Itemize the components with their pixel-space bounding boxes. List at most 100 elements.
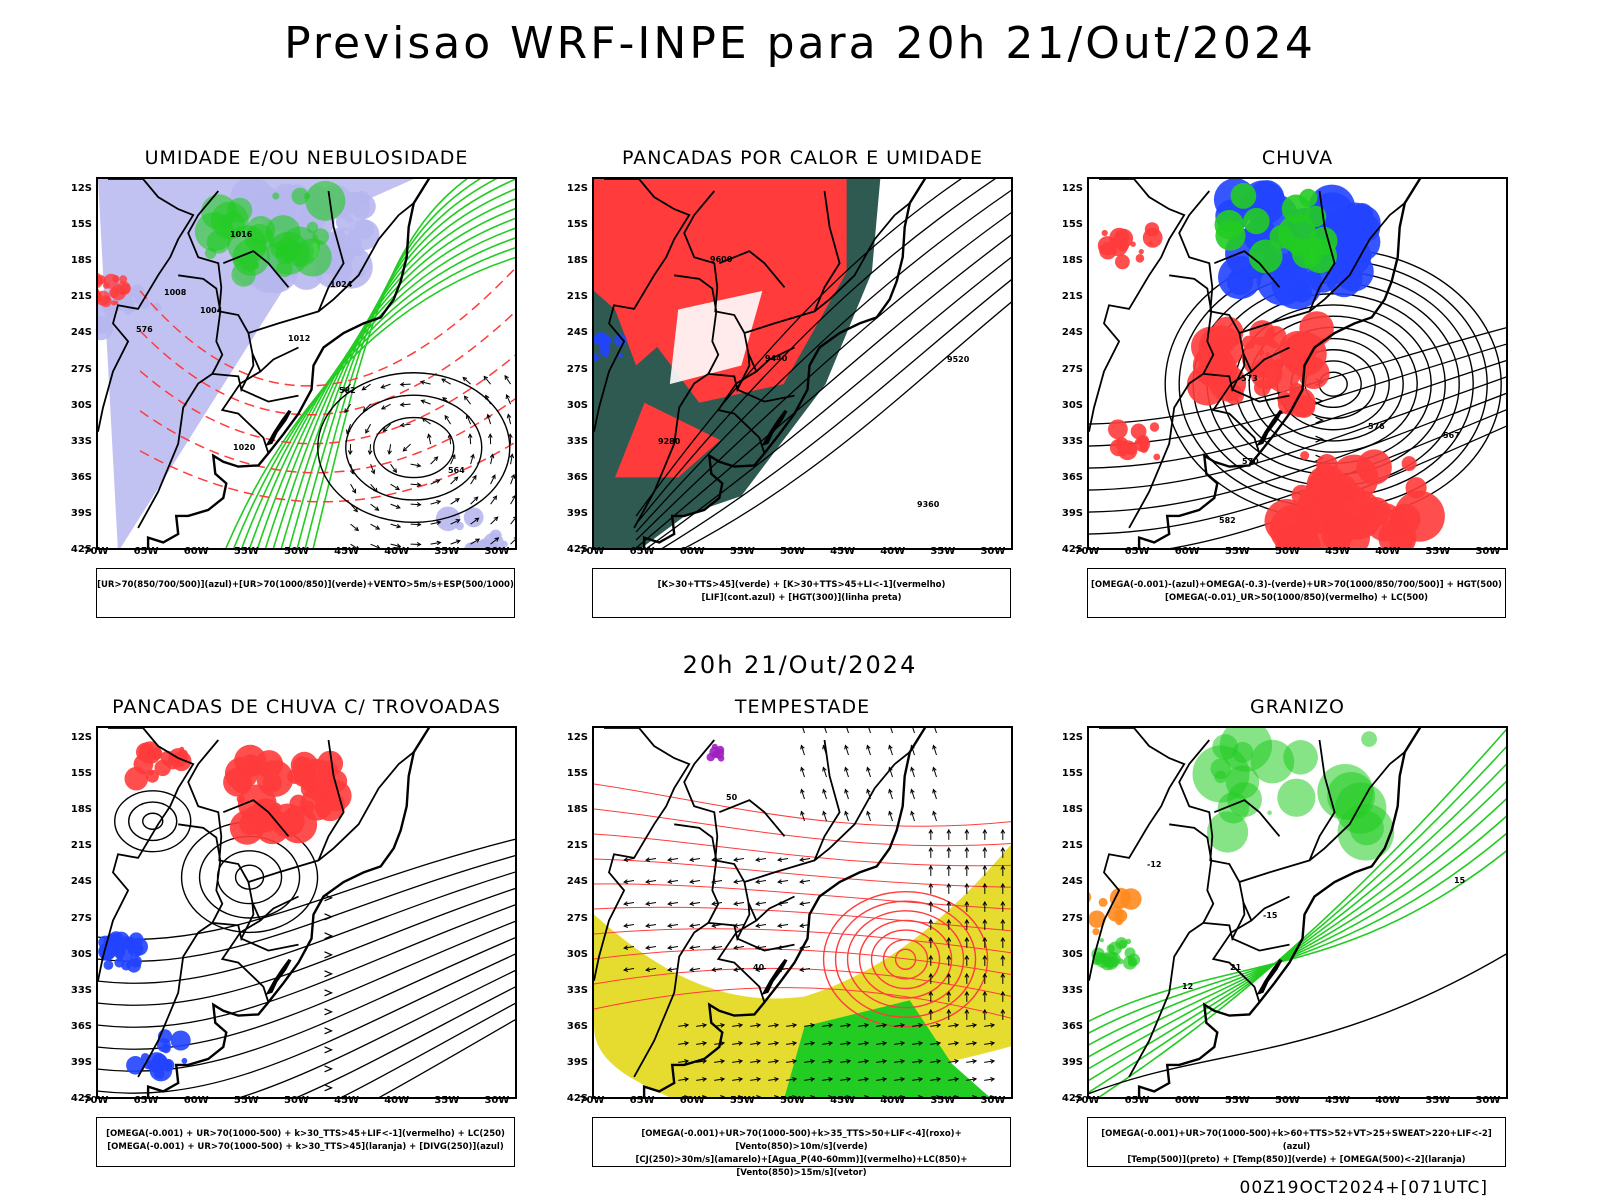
lon-tick-label: 45W <box>334 1095 360 1106</box>
border-line <box>98 179 195 432</box>
mid-time-label: 20h 21/Out/2024 <box>682 651 918 679</box>
coastline <box>1137 728 1422 1097</box>
border-line <box>594 179 691 432</box>
lat-tick-label: 33S <box>70 435 92 447</box>
forecast-map: 40 50 <box>592 726 1013 1099</box>
coastline <box>642 179 927 548</box>
lat-tick-label: 24S <box>566 327 588 339</box>
lon-tick-label: 50W <box>1274 546 1300 557</box>
contour-label: 573 <box>1241 374 1258 383</box>
coastline <box>1137 179 1422 548</box>
legend-line: [OMEGA(-0.001) + UR>70(1000-500) + k>30_… <box>106 1129 505 1139</box>
border-line <box>1128 922 1204 1078</box>
border-line <box>736 388 795 403</box>
lon-tick-label: 35W <box>1425 546 1451 557</box>
panel-title: TEMPESTADE <box>734 696 871 718</box>
map-boundaries <box>98 728 431 1097</box>
lon-tick-label: 65W <box>133 546 159 557</box>
border-line <box>1213 250 1281 288</box>
lat-tick-label: 33S <box>1061 435 1083 447</box>
border-line <box>1231 388 1290 403</box>
legend-line: [OMEGA(-0.001) + UR>70(1000-500) + k>30_… <box>107 1142 504 1152</box>
contour-label: 9520 <box>947 355 970 364</box>
lat-tick-label: 30S <box>566 399 588 411</box>
lat-tick-label: 39S <box>70 1056 92 1068</box>
lon-tick-label: 50W <box>283 546 309 557</box>
lat-tick-label: 33S <box>566 984 588 996</box>
lon-tick-label: 45W <box>830 1095 856 1106</box>
legend-line: [OMEGA(-0.01)_UR>50(1000/850)(vermelho) … <box>1164 593 1429 603</box>
border-line <box>1250 346 1290 373</box>
lat-tick-label: 36S <box>1061 471 1083 483</box>
contour-labels: 582 576 573 570 567 <box>1219 374 1460 525</box>
lon-tick-label: 50W <box>1274 1095 1300 1106</box>
lat-tick-label: 30S <box>70 948 92 960</box>
contour-labels: 9600 9520 9440 9360 9280 <box>658 255 970 509</box>
lon-tick-label: 50W <box>779 546 805 557</box>
lat-tick-label: 30S <box>566 948 588 960</box>
contour-label: 570 <box>1242 457 1259 466</box>
map-boundaries <box>98 179 431 548</box>
contour-label: 1004 <box>200 306 223 315</box>
lagoon <box>265 410 292 447</box>
lon-tick-label: 45W <box>1325 546 1351 557</box>
forecast-map <box>96 726 517 1099</box>
contour-label: 1012 <box>288 334 310 343</box>
map-boundaries <box>594 179 927 548</box>
contour-label: 576 <box>136 325 153 334</box>
border-line <box>178 823 255 942</box>
lat-tick-label: 30S <box>1061 399 1083 411</box>
panel-title: UMIDADE E/OU NEBULOSIDADE <box>144 147 469 169</box>
lon-tick-label: 40W <box>880 546 906 557</box>
lat-tick-label: 15S <box>70 219 92 231</box>
lat-tick-label: 36S <box>70 471 92 483</box>
border-line <box>633 922 709 1078</box>
border-line <box>1308 739 1336 861</box>
border-line <box>683 739 766 1003</box>
lat-tick-label: 21S <box>70 840 92 852</box>
lat-tick-label: 39S <box>1061 507 1083 519</box>
border-line <box>736 937 795 952</box>
lagoon <box>761 959 788 996</box>
lon-tick-label: 65W <box>629 1095 655 1106</box>
lon-tick-label: 40W <box>1375 546 1401 557</box>
border-line <box>1239 202 1406 334</box>
border-line <box>240 937 299 952</box>
panel-title: GRANIZO <box>1250 696 1345 718</box>
forecast-map: 582 576 573 570 567 <box>1087 177 1508 550</box>
legend-line: [UR>70(850/700/500)](azul)+[UR>70(1000/8… <box>97 580 514 590</box>
contour-label: -15 <box>1263 911 1278 920</box>
lon-tick-label: 70W <box>83 546 109 557</box>
lon-tick-label: 40W <box>384 546 410 557</box>
legend-line: [OMEGA(-0.001)-(azul)+OMEGA(-0.3)-(verde… <box>1091 580 1502 590</box>
lon-tick-label: 60W <box>679 546 705 557</box>
border-line <box>178 274 255 393</box>
lat-tick-label: 27S <box>1061 912 1083 924</box>
map-boundaries <box>1089 179 1422 548</box>
lat-tick-label: 21S <box>566 840 588 852</box>
lagoon <box>1256 410 1283 447</box>
contour-label: 567 <box>1443 431 1460 440</box>
lon-tick-label: 45W <box>830 546 856 557</box>
lon-tick-label: 45W <box>334 546 360 557</box>
contour-labels: 1004 1008 1012 1016 1020 1024 576 582 564 <box>136 230 465 475</box>
lon-tick-label: 55W <box>1224 546 1250 557</box>
border-line <box>1308 190 1336 312</box>
lat-tick-label: 42S <box>566 544 588 555</box>
lat-tick-label: 39S <box>566 1056 588 1068</box>
lat-tick-label: 15S <box>1061 219 1083 231</box>
lagoon <box>761 410 788 447</box>
border-line <box>187 190 270 454</box>
main-title: Previsao WRF-INPE para 20h 21/Out/2024 <box>284 18 1316 69</box>
border-line <box>248 751 415 883</box>
border-line <box>222 799 290 837</box>
lat-tick-label: 18S <box>1061 804 1083 816</box>
contour-label: 9280 <box>658 437 681 446</box>
map-boundaries <box>1089 728 1422 1097</box>
lon-tick-label: 70W <box>579 1095 605 1106</box>
border-line <box>1213 799 1281 837</box>
border-line <box>813 190 841 312</box>
lat-tick-label: 24S <box>70 327 92 339</box>
border-line <box>813 739 841 861</box>
lon-tick-label: 60W <box>679 1095 705 1106</box>
